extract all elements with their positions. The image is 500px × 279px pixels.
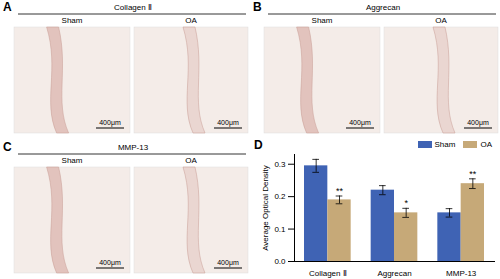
svg-text:0.1: 0.1 [274, 225, 286, 234]
svg-text:400μm: 400μm [349, 119, 371, 127]
html-text:Sham: Sham [434, 140, 456, 149]
svg-text:*: * [404, 198, 408, 208]
svg-text:400μm: 400μm [467, 119, 489, 127]
svg-text:400μm: 400μm [99, 259, 121, 267]
svg-text:**: ** [336, 186, 344, 196]
svg-text:Sham: Sham [62, 16, 83, 25]
html-text:D: D [254, 138, 263, 152]
svg-text:**: ** [469, 169, 477, 179]
svg-text:Aggrecan: Aggrecan [366, 3, 400, 12]
svg-text:Average Optical Density: Average Optical Density [261, 165, 270, 251]
svg-text:OA: OA [435, 16, 447, 25]
svg-text:0.3: 0.3 [274, 160, 286, 169]
svg-text:C: C [3, 140, 12, 154]
svg-text:400μm: 400μm [99, 119, 121, 127]
svg-text:MMP-13: MMP-13 [118, 143, 149, 152]
svg-text:A: A [3, 0, 12, 14]
svg-text:Sham: Sham [62, 156, 83, 165]
svg-text:0.2: 0.2 [274, 192, 286, 201]
html-text:OA: OA [480, 140, 492, 149]
svg-text:OA: OA [185, 16, 197, 25]
svg-text:B: B [253, 0, 262, 14]
svg-text:Aggrecan: Aggrecan [377, 269, 411, 278]
svg-text:Collagen Ⅱ: Collagen Ⅱ [309, 269, 347, 278]
svg-text:400μm: 400μm [217, 119, 239, 127]
svg-text:OA: OA [185, 156, 197, 165]
svg-text:0.0: 0.0 [274, 257, 286, 266]
svg-text:Sham: Sham [312, 16, 333, 25]
svg-text:400μm: 400μm [217, 259, 239, 267]
svg-text:MMP-13: MMP-13 [446, 269, 477, 278]
svg-text:Collagen Ⅱ: Collagen Ⅱ [114, 3, 152, 12]
